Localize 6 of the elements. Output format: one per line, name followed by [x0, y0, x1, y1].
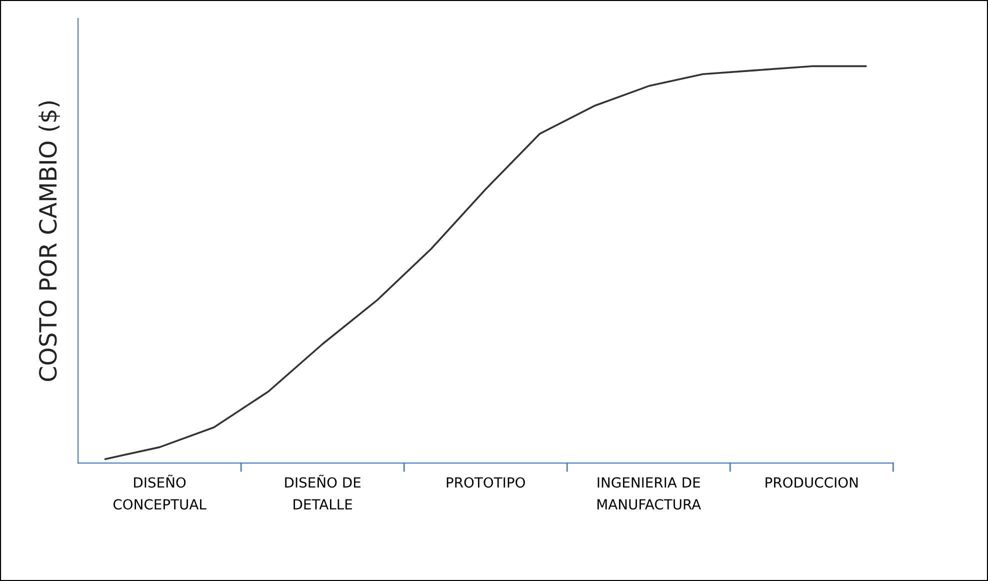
x-tick-label: DISEÑO CONCEPTUAL: [113, 474, 206, 510]
x-tick-label: DISEÑO DE DETALLE: [285, 474, 360, 510]
x-tick-label: INGENIERIA DE MANUFACTURA: [598, 477, 701, 510]
x-tick-label: PRODUCCION: [766, 477, 858, 488]
x-tick-label: PROTOTIPO: [446, 477, 525, 488]
y-axis-title: COSTO POR CAMBIO ($): [38, 101, 60, 382]
